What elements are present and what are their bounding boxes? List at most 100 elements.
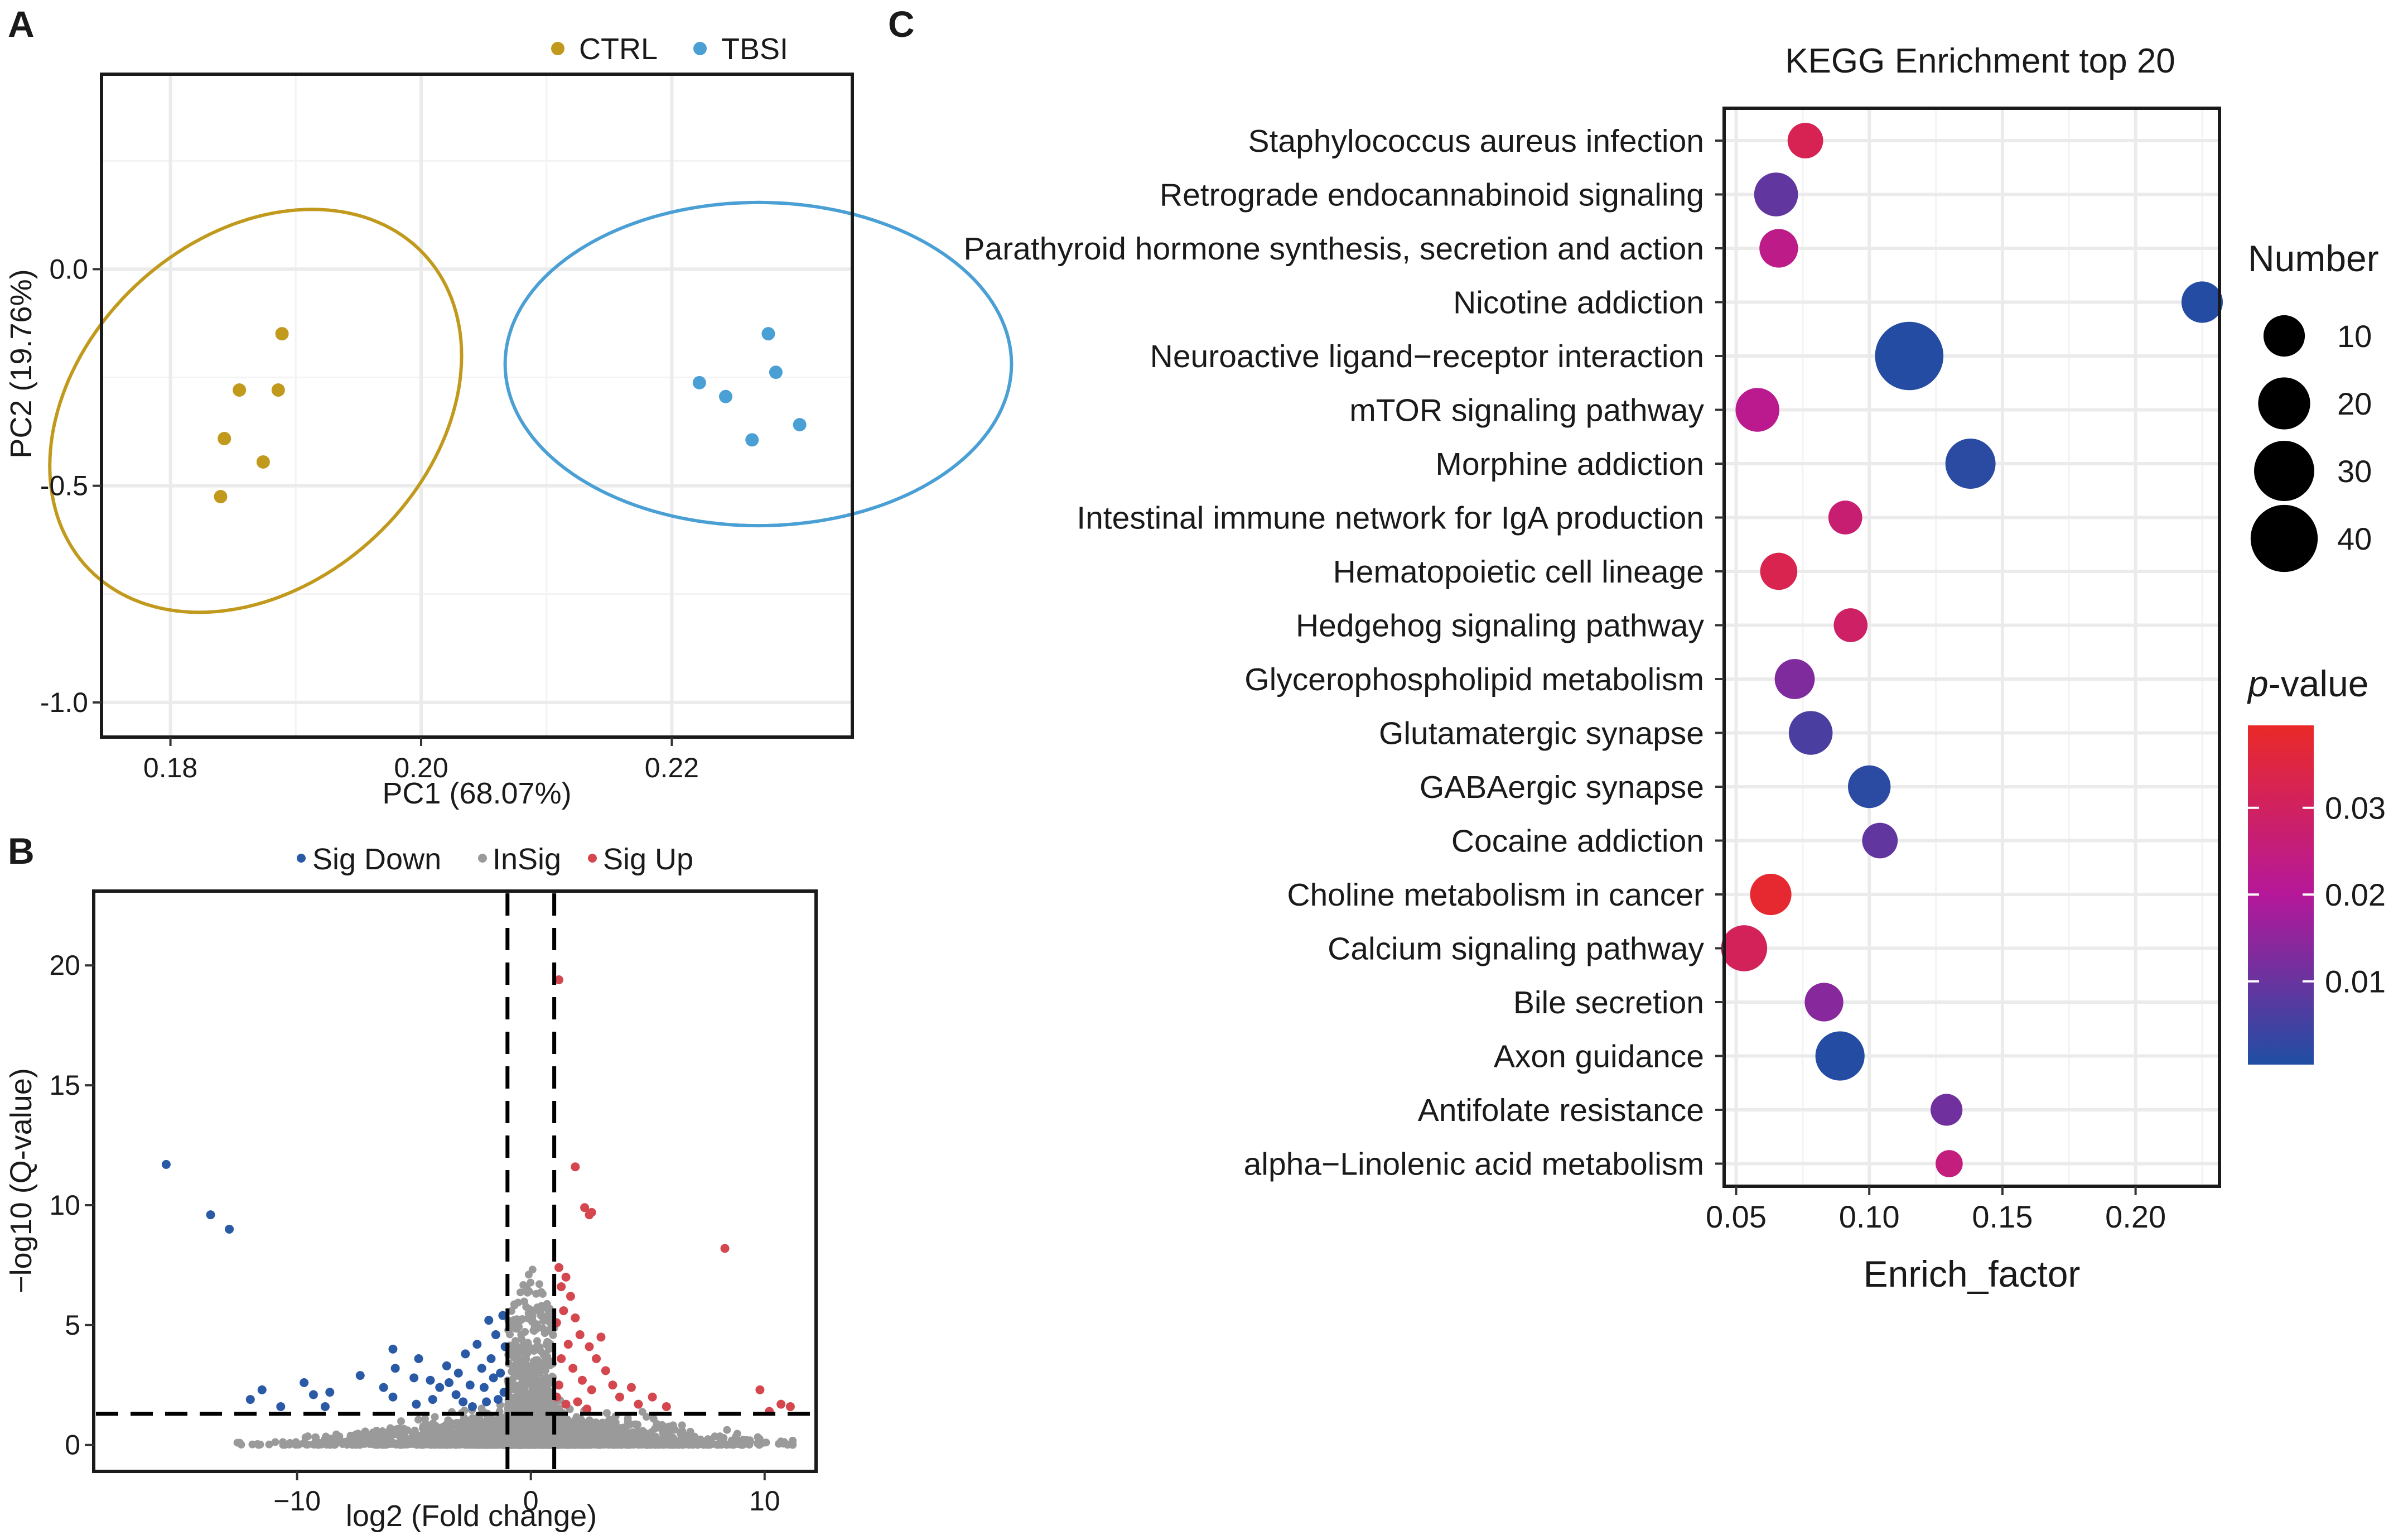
kegg-x-tick-label: 0.20 — [2105, 1199, 2166, 1234]
volcano-point-insig — [529, 1357, 538, 1365]
volcano-point-insig — [538, 1434, 547, 1442]
volcano-point-insig — [561, 1435, 570, 1443]
kegg-dot-nicotine-addiction — [2181, 281, 2223, 323]
volcano-point-sig-down — [300, 1378, 309, 1387]
volcano-point-insig — [393, 1425, 401, 1433]
volcano-point-sig-down — [428, 1395, 437, 1404]
kegg-dot-axon-guidance — [1815, 1031, 1865, 1081]
volcano-point-insig — [624, 1414, 632, 1422]
volcano-point-sig-down — [355, 1371, 365, 1380]
volcano-point-insig — [488, 1425, 496, 1433]
volcano-point-sig-up — [587, 1207, 596, 1217]
kegg-pathway-labels: Staphylococcus aureus infection Retrograd… — [963, 123, 1724, 1182]
volcano-point-insig — [570, 1418, 578, 1426]
volcano-point-sig-down — [257, 1385, 267, 1394]
volcano-point-insig — [544, 1402, 553, 1410]
pathway-label-axon-guidance: Axon guidance — [1494, 1039, 1704, 1075]
legend-label-sig-down: Sig Down — [312, 843, 441, 876]
size-legend-dot-30 — [2254, 441, 2314, 501]
volcano-point-sig-down — [388, 1344, 398, 1354]
volcano-point-sig-down — [161, 1159, 171, 1169]
panel-letter-a: A — [8, 3, 35, 45]
volcano-point-sig-up — [615, 1392, 624, 1402]
pca-point-ctrl — [275, 327, 289, 341]
volcano-x-axis-title: log2 (Fold change) — [346, 1499, 597, 1533]
volcano-point-sig-up — [785, 1402, 795, 1411]
volcano-point-insig — [542, 1304, 551, 1312]
volcano-point-sig-down — [484, 1316, 494, 1325]
volcano-point-sig-up — [585, 1342, 594, 1351]
size-legend-dot-40 — [2250, 504, 2318, 572]
volcano-point-insig — [652, 1441, 660, 1449]
pathway-label-glycerophospholipid-metabolism: Glycerophospholipid metabolism — [1244, 662, 1704, 697]
volcano-point-sig-up — [755, 1385, 765, 1394]
volcano-point-insig — [443, 1436, 452, 1445]
kegg-dot-intestinal-immune-network-for-iga-production — [1828, 501, 1862, 535]
pca-y-ticks: 0.0 -0.5 -1.0 — [40, 253, 102, 718]
pca-point-tbsi — [761, 327, 775, 341]
kegg-x-axis-title: Enrich_factor — [1864, 1253, 2081, 1294]
size-legend-label-40: 40 — [2337, 521, 2372, 556]
volcano-point-insig — [421, 1414, 429, 1423]
pathway-label-hedgehog-signaling-pathway: Hedgehog signaling pathway — [1296, 608, 1705, 644]
volcano-point-insig — [694, 1440, 702, 1448]
volcano-point-insig — [602, 1409, 611, 1417]
pathway-label-gabaergic-synapse: GABAergic synapse — [1420, 769, 1704, 805]
volcano-point-insig — [530, 1365, 539, 1374]
volcano-point-sig-down — [465, 1380, 475, 1390]
volcano-point-insig — [496, 1438, 505, 1446]
volcano-point-insig — [559, 1419, 568, 1427]
kegg-dot-staphylococcus-aureus-infection — [1787, 123, 1823, 158]
pathway-label-nicotine-addiction: Nicotine addiction — [1453, 285, 1704, 321]
pca-ellipses — [48, 200, 1014, 614]
volcano-point-insig — [733, 1430, 741, 1438]
volcano-point-insig — [265, 1440, 273, 1448]
volcano-point-insig — [580, 1438, 588, 1447]
pca-x-axis-title: PC1 (68.07%) — [382, 777, 571, 810]
volcano-point-insig — [525, 1401, 534, 1409]
pathway-label-cocaine-addiction: Cocaine addiction — [1451, 824, 1704, 859]
pca-x-ticks: 0.18 0.20 0.22 — [143, 737, 699, 783]
volcano-point-insig — [541, 1329, 549, 1337]
volcano-point-insig — [455, 1439, 463, 1447]
kegg-dot-parathyroid-hormone-synthesis-secretion-and-action — [1759, 229, 1798, 268]
volcano-point-insig — [727, 1436, 736, 1445]
kegg-dot-glutamatergic-synapse — [1788, 711, 1833, 755]
volcano-point-sig-down — [453, 1368, 463, 1378]
volcano-point-sig-up — [561, 1399, 571, 1409]
kegg-grid — [1724, 108, 2219, 1186]
volcano-point-insig — [392, 1439, 400, 1447]
kegg-dot-retrograde-endocannabinoid-signaling — [1754, 172, 1798, 216]
volcano-point-sig-down — [451, 1390, 461, 1399]
volcano-point-insig — [299, 1439, 307, 1447]
kegg-x-ticks: 0.05 0.10 0.15 0.20 — [1706, 1186, 2166, 1234]
legend-key-ctrl — [551, 42, 564, 55]
volcano-point-sig-down — [388, 1392, 398, 1402]
volcano-y-tick-label: 20 — [49, 950, 80, 981]
volcano-point-insig — [517, 1331, 525, 1339]
volcano-point-insig — [678, 1427, 687, 1435]
volcano-point-insig — [578, 1427, 587, 1436]
volcano-point-insig — [478, 1421, 486, 1429]
pca-ellipse-tbsi — [503, 200, 1014, 528]
volcano-point-sig-down — [491, 1330, 500, 1340]
volcano-point-insig — [612, 1441, 621, 1449]
pathway-label-parathyroid-hormone-synthesis-secretion-and-action: Parathyroid hormone synthesis, secretion… — [963, 231, 1704, 267]
pca-y-axis-title: PC2 (19.76%) — [4, 269, 38, 458]
volcano-point-insig — [596, 1427, 605, 1436]
pathway-label-glutamatergic-synapse: Glutamatergic synapse — [1379, 716, 1704, 752]
volcano-point-insig — [714, 1441, 722, 1449]
pca-point-tbsi — [793, 418, 807, 432]
volcano-point-insig — [461, 1441, 469, 1449]
volcano-point-insig — [518, 1398, 526, 1407]
volcano-point-sig-up — [554, 1263, 563, 1272]
volcano-point-sig-down — [320, 1402, 330, 1411]
volcano-point-insig — [507, 1307, 515, 1315]
volcano-y-tick-label: 10 — [49, 1190, 80, 1221]
volcano-point-insig — [530, 1327, 538, 1335]
kegg-panel: C KEGG Enrichment top 20 Staphylococcus … — [888, 3, 2386, 1294]
pca-x-tick-label: 0.22 — [645, 752, 699, 783]
volcano-point-insig — [303, 1432, 312, 1441]
volcano-point-insig — [544, 1394, 553, 1403]
volcano-point-insig — [707, 1439, 716, 1447]
